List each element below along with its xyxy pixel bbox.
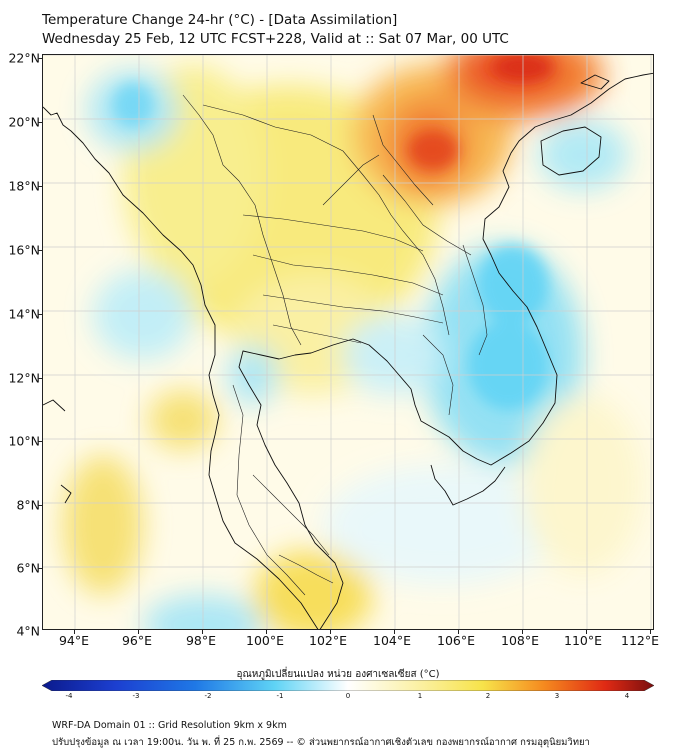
lat-tick [38, 505, 42, 506]
colorbar-tick: 2 [485, 692, 491, 700]
lat-tick [38, 58, 42, 59]
neutral-zone-sea [323, 465, 563, 585]
lon-tick [458, 630, 459, 634]
coast-west [43, 106, 319, 629]
lon-tick [266, 630, 267, 634]
lon-tick [202, 630, 203, 634]
lat-label-18n: 18°N [8, 178, 40, 194]
warm-zone-west [148, 390, 218, 450]
warm-zone-south [253, 550, 373, 629]
lon-tick [650, 630, 651, 634]
coast-islands-west [43, 399, 72, 504]
cool-zone-cambodia [343, 315, 443, 395]
cold-core-northwest [113, 83, 153, 127]
lat-tick [38, 441, 42, 442]
leizhou [580, 74, 610, 90]
lat-label-20n: 20°N [8, 114, 40, 130]
hainan-island [540, 126, 602, 176]
lon-tick [394, 630, 395, 634]
warm-zone-andaman [63, 455, 143, 595]
colorbar-tick: 3 [554, 692, 560, 700]
colorbar-gradient [42, 680, 654, 691]
colorbar-tick: -2 [204, 692, 212, 700]
neutral-zone-east [523, 395, 643, 575]
cold-core-vietnam-north [478, 245, 548, 325]
lon-label-98e: 98°E [185, 633, 217, 648]
lat-tick [38, 568, 42, 569]
lat-label-4n: 4°N [16, 623, 40, 639]
lat-tick [38, 186, 42, 187]
lon-tick [586, 630, 587, 634]
province-borders [182, 94, 488, 596]
footer-credit: ปรับปรุงข้อมูล ณ เวลา 19:00น. วัน พ. ที่… [52, 737, 590, 748]
colorbar-tick: 4 [624, 692, 630, 700]
lon-label-96e: 96°E [121, 633, 153, 648]
lat-tick [38, 314, 42, 315]
footer-model-info: WRF-DA Domain 01 :: Grid Resolution 9km … [52, 720, 287, 731]
map-title: Temperature Change 24-hr (°C) - [Data As… [42, 12, 398, 28]
lat-tick [38, 378, 42, 379]
colorbar-tick: 1 [417, 692, 423, 700]
hot-spot-laos [408, 130, 458, 170]
cold-zone-hainan [538, 120, 628, 190]
lat-label-6n: 6°N [16, 560, 40, 576]
colorbar-label: อุณหภูมิเปลี่ยนแปลง หน่วย องศาเซลเซียส (… [236, 669, 440, 680]
lon-tick [138, 630, 139, 634]
coast-mekong-delta [430, 464, 506, 506]
lon-tick [522, 630, 523, 634]
lat-label-12n: 12°N [8, 370, 40, 386]
lat-label-14n: 14°N [8, 306, 40, 322]
map-canvas [43, 55, 653, 629]
lat-label-22n: 22°N [8, 50, 40, 66]
lat-label-8n: 8°N [16, 497, 40, 513]
colorbar-tick: -4 [65, 692, 73, 700]
colorbar [42, 680, 654, 691]
lat-label-10n: 10°N [8, 433, 40, 449]
lon-label-102e: 102°E [308, 633, 348, 648]
map-subtitle: Wednesday 25 Feb, 12 UTC FCST+228, Valid… [42, 31, 509, 47]
temperature-change-map[interactable] [42, 54, 654, 630]
lat-tick [38, 250, 42, 251]
lon-label-106e: 106°E [436, 633, 476, 648]
lat-tick [38, 122, 42, 123]
lon-label-100e: 100°E [245, 633, 285, 648]
colorbar-tick: 0 [345, 692, 351, 700]
lon-tick [330, 630, 331, 634]
colorbar-tick: -1 [276, 692, 284, 700]
lon-label-108e: 108°E [500, 633, 540, 648]
graticule [43, 55, 653, 629]
lon-label-104e: 104°E [372, 633, 412, 648]
lon-label-112e: 112°E [620, 633, 660, 648]
colorbar-tick: -3 [132, 692, 140, 700]
cold-core-vietnam-central [468, 320, 548, 410]
cool-zone-gulf-martaban [93, 270, 193, 360]
coastlines [43, 72, 653, 629]
lon-tick [74, 630, 75, 634]
lon-label-94e: 94°E [58, 633, 90, 648]
coast-gulf-vietnam [238, 72, 653, 629]
lat-label-16n: 16°N [8, 242, 40, 258]
lon-label-110e: 110°E [563, 633, 603, 648]
